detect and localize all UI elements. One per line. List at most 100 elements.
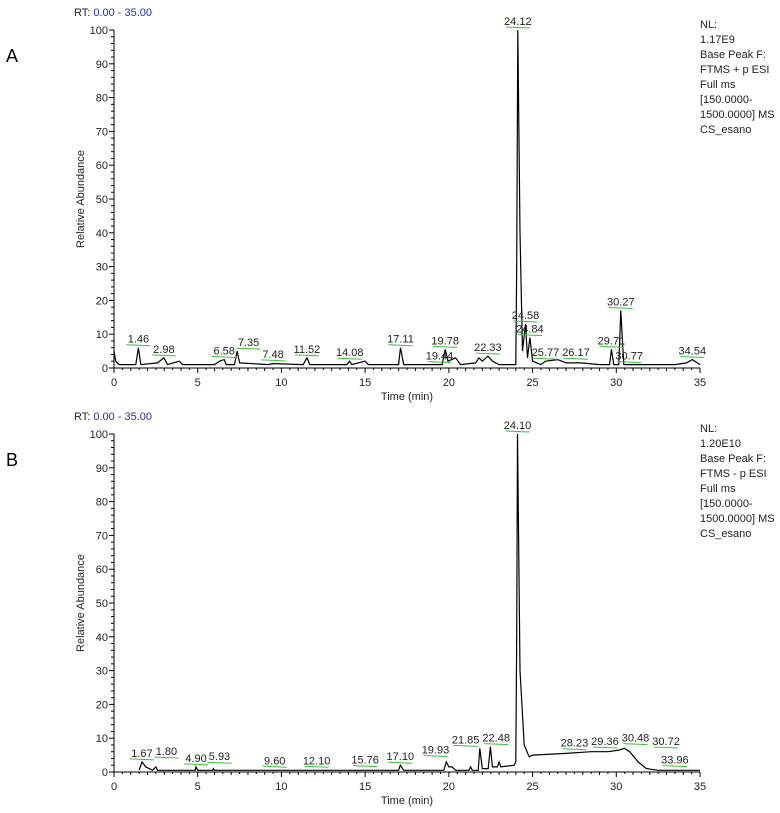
- peak-label-group: 17.10: [387, 751, 415, 764]
- y-tick-label: 10: [96, 329, 108, 341]
- peak-label-group: 29.36: [591, 736, 619, 749]
- x-tick-label: 25: [526, 377, 538, 389]
- peak-label: 21.85: [452, 734, 480, 746]
- y-tick-label: 80: [96, 497, 108, 509]
- chromatogram-trace: [113, 29, 701, 366]
- peak-label-group: 7.35: [236, 337, 261, 350]
- peak-label: 30.77: [615, 351, 643, 363]
- y-tick-label: 90: [96, 59, 108, 71]
- peak-label: 6.58: [213, 346, 234, 358]
- peak-label-baseline: [599, 345, 624, 348]
- peak-label-baseline: [207, 761, 232, 764]
- peak-label-group: 22.48: [482, 733, 510, 746]
- info-line: Base Peak F:: [700, 49, 766, 61]
- peak-label-group: 12.10: [303, 755, 330, 768]
- x-tick-label: 15: [359, 781, 371, 793]
- peak-label-group: 25.77: [532, 347, 560, 360]
- peak-label: 7.48: [262, 349, 283, 361]
- peak-label-group: 30.72: [652, 736, 680, 749]
- y-tick-label: 70: [96, 530, 108, 542]
- peak-label-baseline: [433, 345, 458, 348]
- peak-label: 25.77: [532, 347, 560, 359]
- info-line: Full ms: [700, 79, 736, 91]
- peak-label-baseline: [388, 344, 413, 347]
- peak-label: 15.76: [351, 755, 379, 767]
- y-tick-label: 0: [102, 363, 108, 375]
- peak-label-group: 29.71: [598, 335, 626, 348]
- peak-label-baseline: [129, 758, 154, 761]
- peak-label-baseline: [236, 347, 261, 350]
- peak-label-baseline: [617, 361, 642, 364]
- peak-label-baseline: [353, 765, 378, 768]
- peak-label: 17.11: [387, 334, 414, 346]
- panel-b: B RT: 0.00 - 35.00 0 10 20 30 40 50 60 70 80 90 100 0 5…: [6, 411, 775, 807]
- panel-label: A: [6, 46, 18, 66]
- peak-label-baseline: [184, 763, 209, 766]
- y-tick-label: 20: [96, 295, 108, 307]
- peak-label: 29.36: [591, 736, 619, 748]
- peak-label-group: 1.80: [154, 746, 179, 759]
- chromatogram-trace: [138, 433, 700, 772]
- peak-label: 1.67: [131, 748, 152, 760]
- info-line: 1500.0000] MS: [700, 513, 775, 525]
- x-axis-title: Time (min): [381, 795, 433, 807]
- info-line: [150.0000-: [700, 498, 753, 510]
- x-tick-label: 0: [111, 377, 117, 389]
- peak-label-group: 7.48: [261, 349, 286, 362]
- info-line: Base Peak F:: [700, 453, 766, 465]
- peak-label: 19.44: [426, 351, 454, 363]
- peak-label: 19.93: [422, 744, 450, 756]
- peak-label-group: 19.93: [422, 744, 450, 757]
- peak-label: 30.48: [622, 733, 650, 745]
- peak-label-group: 1.46: [126, 334, 151, 347]
- x-axis-title: Time (min): [381, 391, 433, 403]
- peak-label-group: 22.33: [474, 342, 502, 355]
- peak-label-group: 21.85: [452, 734, 480, 747]
- y-tick-label: 60: [96, 160, 108, 172]
- peak-label-baseline: [533, 357, 558, 360]
- y-tick-label: 100: [90, 25, 108, 37]
- rt-prefix: RT:: [74, 7, 90, 19]
- peak-label-baseline: [654, 746, 679, 749]
- peak-label-group: 11.52: [294, 344, 321, 357]
- y-tick-label: 90: [96, 463, 108, 475]
- info-line: FTMS - p ESI: [700, 468, 767, 480]
- peak-label: 33.96: [661, 755, 689, 767]
- peak-label-baseline: [513, 320, 538, 323]
- info-line: 1.20E10: [700, 438, 741, 450]
- peak-label: 11.52: [294, 344, 321, 356]
- peak-label-group: 30.77: [615, 351, 643, 364]
- x-tick-label: 35: [694, 781, 706, 793]
- peak-label-group: 15.76: [351, 755, 379, 768]
- peak-label: 19.78: [431, 335, 459, 347]
- peak-label-baseline: [662, 765, 687, 768]
- peak-label: 26.17: [562, 347, 590, 359]
- y-tick-label: 10: [96, 733, 108, 745]
- x-tick-label: 5: [195, 781, 201, 793]
- peak-label: 29.71: [598, 335, 626, 347]
- peak-label: 2.98: [153, 344, 174, 356]
- peak-label-group: 2.98: [151, 344, 176, 357]
- info-line: [150.0000-: [700, 94, 753, 106]
- peak-label: 24.84: [516, 324, 544, 336]
- y-tick-label: 50: [96, 194, 108, 206]
- peak-label-group: 34.54: [679, 346, 707, 359]
- peak-label-baseline: [453, 744, 478, 747]
- peak-label-group: 17.11: [387, 334, 414, 347]
- y-axis-title: Relative Abundance: [75, 150, 87, 248]
- peak-label-group: 28.23: [561, 738, 588, 751]
- peak-label: 5.93: [209, 751, 230, 763]
- peak-label-group: 6.58: [212, 346, 237, 359]
- peak-label-baseline: [262, 765, 287, 768]
- info-line: 1500.0000] MS: [700, 109, 775, 121]
- peak-label-group: 9.60: [262, 755, 287, 768]
- peak-label-baseline: [608, 307, 633, 310]
- peak-label: 17.10: [387, 751, 415, 763]
- peak-label-baseline: [388, 761, 413, 764]
- peak-label: 34.54: [679, 346, 707, 358]
- peak-label-group: 33.96: [661, 755, 689, 768]
- peak-label-baseline: [623, 743, 648, 746]
- peak-label-baseline: [505, 26, 530, 29]
- panel-label: B: [6, 450, 18, 470]
